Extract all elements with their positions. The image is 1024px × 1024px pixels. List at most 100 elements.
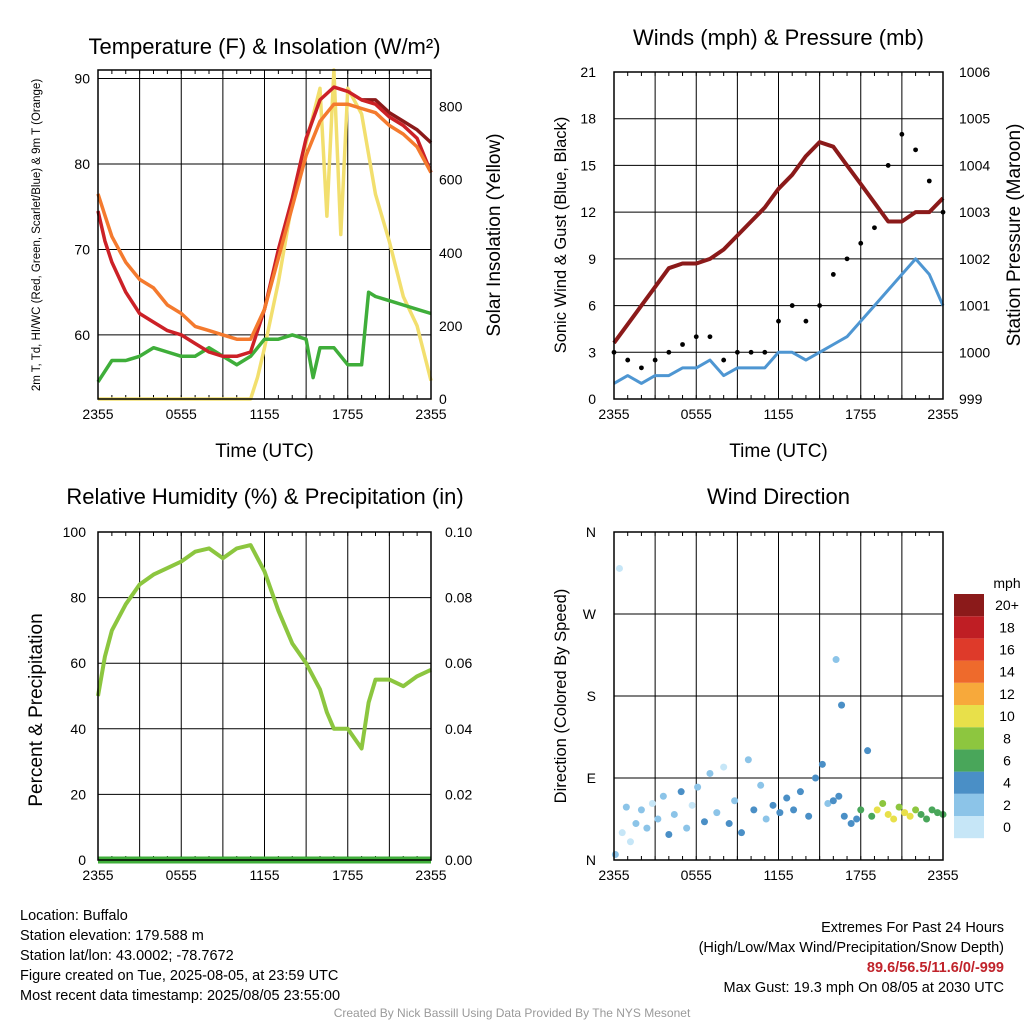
colorbar-label: 18 [999,619,1015,635]
y-tick-label: N [586,852,596,868]
direction-point [611,851,619,859]
gust-point [913,147,918,153]
direction-point [864,747,872,755]
colorbar-swatch [954,727,984,750]
gust-point [830,272,836,277]
y-tick-label: 9 [588,251,596,267]
gust-point [721,357,727,363]
y2-tick-label: 0.02 [445,786,472,802]
y2-tick-label: 0.04 [445,721,472,737]
y2-tick-label: 0.08 [445,590,472,606]
y2-axis-label: Solar Insolation (Yellow) [484,133,505,336]
colorbar-swatch [954,638,984,661]
y-axis-label: 2m T, Td, HI/WC (Red, Green, Scarlet/Blu… [31,79,43,391]
y2-tick-label: 1006 [959,64,990,80]
direction-point [706,769,714,777]
gust-point [734,349,740,355]
colorbar-swatch [954,771,984,794]
direction-point [670,810,678,818]
direction-point [857,806,865,814]
temp-series-line [96,85,433,359]
gust-point [789,303,795,308]
direction-point [783,794,791,802]
x-tick-label: 2355 [415,867,446,883]
colorbar-swatch [954,594,984,617]
x-tick-label: 1155 [763,867,793,883]
y-axis-label: Percent & Precipitation [26,613,47,806]
y-tick-label: 80 [74,156,90,172]
y-tick-label: 80 [70,590,86,606]
y-tick-label: N [586,524,596,540]
x-tick-label: 2355 [598,867,629,883]
direction-point [824,800,832,808]
extremes-title: Extremes For Past 24 Hours [821,920,1004,936]
direction-point [805,812,813,820]
direction-point [643,824,651,832]
y2-tick-label: 1002 [959,251,990,267]
y-tick-label: 0 [588,391,596,407]
station-info: Location: Buffalo Station elevation: 179… [20,906,340,1006]
gust-point [776,318,781,324]
colorbar-label: 10 [999,708,1015,724]
direction-point [615,564,623,572]
direction-point [720,763,728,771]
wind-series-line [612,140,945,345]
gust-point [639,365,644,371]
plot-frame [613,531,944,861]
y-tick-label: 15 [580,157,596,173]
x-tick-label: 2355 [927,867,958,883]
gust-point [844,256,850,262]
colorbar-label: 20+ [995,597,1019,613]
direction-point [648,800,656,808]
y2-axis-label: Station Pressure (Maroon) [1004,124,1024,347]
y-tick-label: 40 [70,721,86,737]
gust-point [885,163,891,168]
x-tick-label: 0555 [681,867,712,883]
colorbar-label: 2 [1003,797,1011,813]
colorbar-swatch [954,682,984,705]
y-tick-label: 21 [580,64,596,80]
gust-point [817,303,823,308]
y2-tick-label: 999 [959,391,983,407]
plot-frame [97,69,432,400]
gust-point [666,349,672,355]
y2-tick-label: 600 [439,172,463,188]
y-tick-label: 18 [580,111,596,127]
gust-point [693,334,699,340]
direction-point [818,760,826,768]
y2-tick-label: 1001 [959,298,990,314]
x-axis-label: Time (UTC) [729,441,828,462]
humidity-precip-panel: 2355 0555 1155 1755 23550204060801000.000.02… [26,484,472,883]
direction-point [626,838,634,846]
colorbar-swatch [954,749,984,772]
direction-point [790,806,798,814]
colorbar-label: 16 [999,642,1015,658]
x-tick-label: 0555 [166,406,197,422]
gust-point [872,225,877,231]
x-tick-label: 1155 [249,867,279,883]
y-tick-label: 100 [63,524,87,540]
panel-title: Relative Humidity (%) & Precipitation (i… [66,484,463,509]
x-tick-label: 0555 [166,867,197,883]
direction-point [923,815,931,823]
direction-point [688,801,696,809]
x-tick-label: 1755 [845,867,876,883]
direction-point [832,656,840,664]
direction-point [776,809,784,817]
direction-point [762,815,770,823]
y2-tick-label: 1003 [959,204,990,220]
gust-point [707,334,713,340]
direction-point [731,797,739,805]
direction-point [934,809,942,817]
elevation-text: Station elevation: 179.588 m [20,928,204,944]
direction-point [637,806,645,814]
colorbar-unit: mph [993,575,1020,591]
y-tick-label: E [587,770,596,786]
direction-point [901,809,909,817]
colorbar-swatch [954,793,984,816]
direction-point [725,820,733,828]
colorbar-swatch [954,705,984,728]
direction-point [618,829,626,837]
